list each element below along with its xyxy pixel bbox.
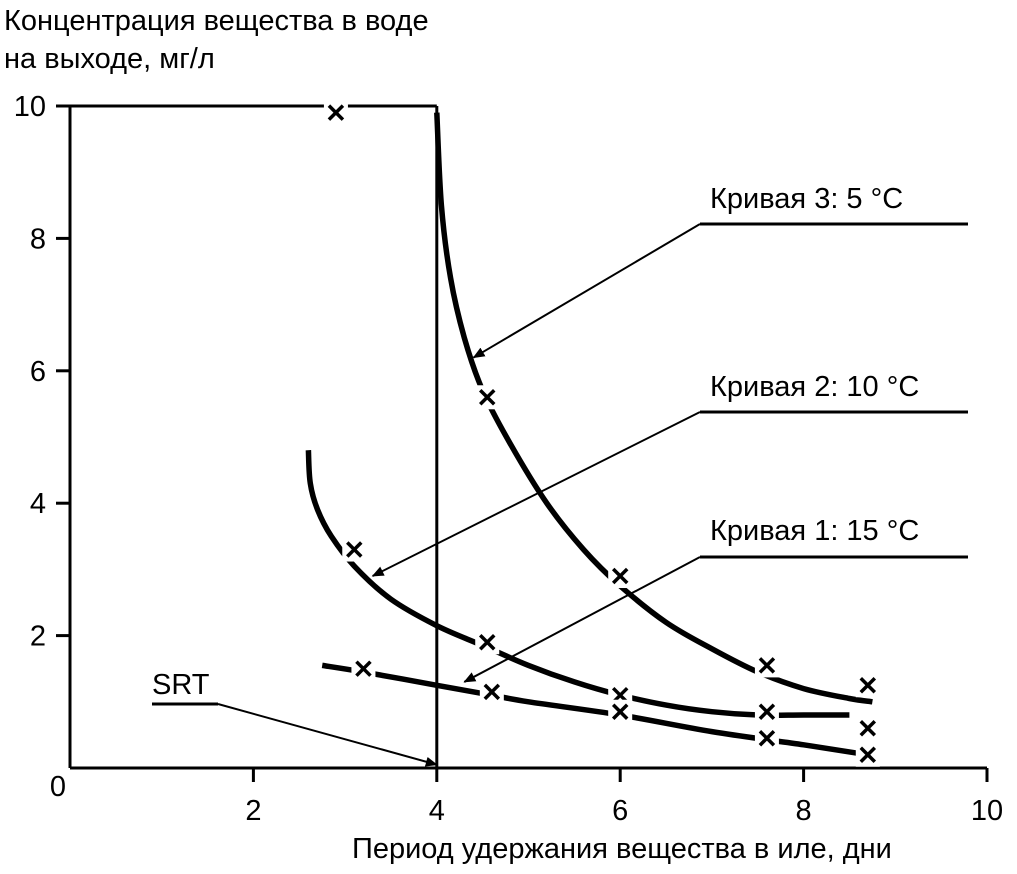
curve-2-point-4 [754,699,779,724]
annotation-curve-2-label: Кривая 2: 10 °C [710,371,919,403]
marker-stroke [478,633,496,651]
marker-stroke [327,104,345,121]
marker-stroke [355,660,372,677]
annotation-curve-1-arrow [463,556,701,683]
x-axis-label: Период удержания вещества в иле, дни [352,833,892,865]
curve-1-point-5 [855,742,880,767]
y-axis-label-line-1: Концентрация вещества в воде [4,5,429,37]
curve-3-point-3 [754,653,779,678]
curve-2-line [305,450,850,719]
marker-stroke [478,389,496,406]
marker-stroke [859,720,877,737]
annotation-curve-3-arrow [472,223,701,359]
y-axis-label-line-2: на выходе, мг/л [4,43,215,75]
x-tick-label-4: 4 [429,795,445,827]
origin-label: 0 [50,771,66,803]
annotation-curve-2-arrow [371,411,701,577]
marker-stroke [758,703,776,720]
marker-stroke [859,746,877,763]
x-tick-label-2: 2 [245,795,261,827]
annotation-srt-label: SRT [152,669,210,701]
curve-1-line [321,662,869,758]
x-tick-label-10: 10 [971,795,1003,827]
marker-stroke [758,657,776,674]
y-tick-label-2: 2 [30,621,46,653]
y-tick-label-10: 10 [14,91,46,123]
y-tick-label-4: 4 [30,488,46,520]
curve-1-point-3 [608,699,633,724]
annotation-srt-arrow [217,703,438,767]
curve-1-point-4 [754,726,779,751]
curve-3-point-2 [608,564,633,589]
y-tick-label-8: 8 [30,223,46,255]
curve-3-point-1 [475,385,500,410]
x-tick-label-6: 6 [612,795,628,827]
marker-stroke [483,683,501,701]
marker-stroke [611,567,629,585]
y-axis-label: Концентрация вещества в воде на выходе, … [4,2,429,78]
curve-1-point-1 [351,656,376,681]
curve-2-point-1 [342,537,367,562]
annotation-curve-3-label: Кривая 3: 5 °C [710,183,903,215]
curve-2-point-2 [475,630,500,655]
curve-3-line [434,112,873,705]
marker-stroke [611,703,629,720]
marker-stroke [859,677,877,694]
curve-1-point-2 [479,679,504,704]
x-tick-label-8: 8 [796,795,812,827]
marker-stroke [346,541,363,558]
y-tick-label-6: 6 [30,356,46,388]
marker-stroke [758,729,776,747]
annotation-curve-1-label: Кривая 1: 15 °C [710,515,919,547]
extra-point-1 [323,100,348,125]
curve-3-point-4 [855,673,880,698]
curve-2-point-5 [855,716,880,741]
